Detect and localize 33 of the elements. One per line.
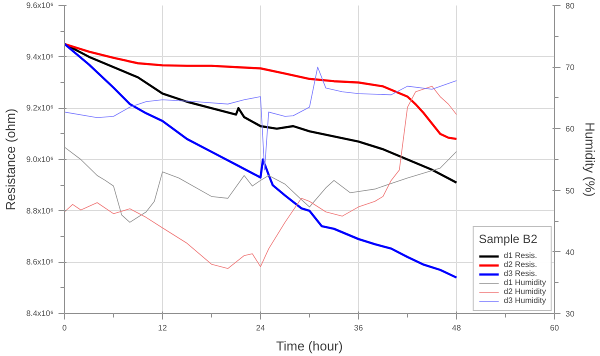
legend-label: d1 Resis.: [504, 251, 538, 260]
line-series: [64, 42, 458, 140]
y-tick-label: 8.6x10⁶: [26, 258, 54, 267]
x-axis-title: Time (hour): [276, 338, 343, 354]
y2-tick-label: 80: [566, 2, 575, 10]
legend-title: Sample B2: [478, 232, 538, 246]
x-tick-label: 0: [62, 324, 68, 332]
y-tick-label: 9.4x10⁶: [26, 52, 54, 62]
legend-label: d3 Humidity: [504, 296, 546, 305]
x-tick-label: 36: [354, 324, 364, 332]
x-tick-label: 60: [550, 324, 560, 332]
y-axis-title: Resistance (ohm): [3, 108, 18, 210]
y2-axis-title: Humidity (%): [582, 122, 598, 197]
line-series: [64, 66, 457, 170]
y2-tick-label: 60: [566, 124, 575, 134]
y-tick-label: 8.8x10⁶: [26, 206, 54, 216]
legend-label: d3 Resis.: [504, 269, 538, 278]
y2-tick-label: 40: [566, 248, 575, 257]
y-tick-label: 9.6x10⁶: [26, 1, 54, 10]
x-tick-label: 24: [256, 324, 266, 332]
x-tick-label: 48: [452, 324, 462, 332]
y2-tick-label: 50: [566, 186, 575, 196]
y-tick-label: 8.4x10⁶: [26, 309, 54, 318]
x-tick-label: 12: [158, 324, 168, 332]
y-tick-label: 9.0x10⁶: [26, 155, 54, 164]
y2-tick-label: 30: [566, 310, 575, 318]
y-tick-label: 9.2x10⁶: [26, 104, 54, 113]
line-series: [64, 42, 458, 279]
legend-label: d2 Humidity: [504, 287, 546, 296]
legend-label: d1 Humidity: [504, 278, 546, 287]
line-series: [64, 86, 457, 269]
y2-tick-label: 70: [566, 63, 575, 72]
legend-label: d2 Resis.: [504, 260, 538, 269]
